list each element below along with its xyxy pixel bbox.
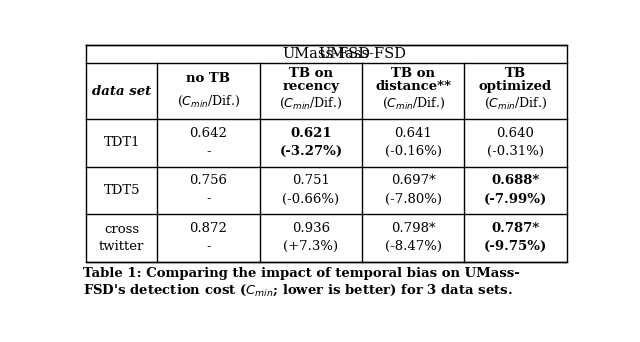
Text: recency: recency	[282, 80, 339, 93]
Text: -: -	[206, 193, 211, 206]
Text: (-7.99%): (-7.99%)	[484, 193, 547, 206]
Text: ($C_{min}$/Dif.): ($C_{min}$/Dif.)	[381, 96, 445, 111]
Text: -: -	[206, 240, 211, 253]
Text: Table 1: Comparing the impact of temporal bias on UMass-: Table 1: Comparing the impact of tempora…	[83, 267, 520, 280]
Text: twitter: twitter	[99, 240, 145, 253]
Text: 0.798*: 0.798*	[391, 222, 435, 235]
Text: (-7.80%): (-7.80%)	[385, 193, 442, 206]
Text: 0.751: 0.751	[292, 174, 330, 187]
Text: ($C_{min}$/Dif.): ($C_{min}$/Dif.)	[177, 93, 240, 109]
Text: distance**: distance**	[375, 80, 451, 93]
Text: 0.641: 0.641	[394, 127, 432, 140]
Text: 0.787*: 0.787*	[492, 222, 540, 235]
Text: 0.697*: 0.697*	[391, 174, 435, 187]
Text: 0.688*: 0.688*	[492, 174, 540, 187]
Text: (+7.3%): (+7.3%)	[284, 240, 339, 253]
Text: 0.872: 0.872	[189, 222, 227, 235]
Text: TB on: TB on	[289, 67, 333, 80]
Text: TDT5: TDT5	[104, 184, 140, 197]
Text: cross: cross	[104, 223, 140, 236]
Text: 0.642: 0.642	[189, 127, 227, 140]
Text: 0.640: 0.640	[497, 127, 534, 140]
Text: UMass-FSD: UMass-FSD	[282, 47, 371, 61]
Text: TB: TB	[505, 67, 526, 80]
Text: (-0.16%): (-0.16%)	[385, 145, 442, 158]
Text: 0.756: 0.756	[189, 174, 227, 187]
Text: ($C_{min}$/Dif.): ($C_{min}$/Dif.)	[484, 96, 547, 111]
Text: TB on: TB on	[391, 67, 435, 80]
Text: optimized: optimized	[479, 80, 552, 93]
Text: (-9.75%): (-9.75%)	[484, 240, 547, 253]
Text: FSD's detection cost ($C_{min}$; lower is better) for 3 data sets.: FSD's detection cost ($C_{min}$; lower i…	[83, 283, 513, 298]
Text: (-8.47%): (-8.47%)	[385, 240, 442, 253]
Text: TDT1: TDT1	[104, 136, 140, 149]
Text: 0.621: 0.621	[290, 127, 332, 140]
Text: UMass-FSD: UMass-FSD	[318, 47, 406, 61]
Text: -: -	[206, 145, 211, 158]
Text: data set: data set	[92, 84, 152, 97]
Text: 0.936: 0.936	[292, 222, 330, 235]
Text: no TB: no TB	[186, 73, 230, 86]
Text: (-0.31%): (-0.31%)	[487, 145, 544, 158]
Text: ($C_{min}$/Dif.): ($C_{min}$/Dif.)	[279, 96, 342, 111]
Text: (-0.66%): (-0.66%)	[282, 193, 339, 206]
Text: (-3.27%): (-3.27%)	[279, 145, 342, 158]
